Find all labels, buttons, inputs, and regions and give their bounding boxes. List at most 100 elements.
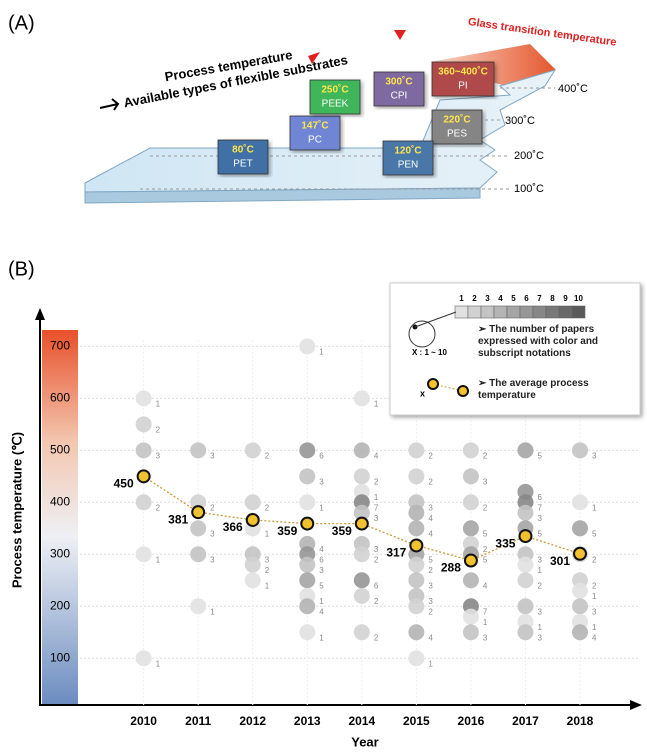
card-name: PC [308, 135, 322, 146]
count-dot [517, 624, 533, 640]
count-dot [245, 442, 261, 458]
average-label: 366 [223, 520, 243, 534]
scale-label: 2 [472, 294, 477, 303]
panel-label: (A) [8, 12, 35, 34]
x-axis-title: Year [351, 734, 378, 749]
count-label: 2 [374, 477, 379, 486]
count-label: 3 [265, 555, 270, 564]
count-label: 6 [374, 581, 379, 590]
average-label: 288 [441, 561, 461, 575]
count-dot [408, 505, 424, 521]
average-marker [192, 506, 204, 518]
count-dot [190, 442, 206, 458]
count-label: 2 [592, 555, 597, 564]
count-label: 2 [156, 425, 161, 434]
count-label: 1 [319, 503, 324, 512]
count-dot [408, 557, 424, 573]
x-tick-label: 2012 [239, 714, 266, 728]
scale-cell [468, 306, 481, 318]
count-label: 1 [210, 607, 215, 616]
count-dot [299, 494, 315, 510]
marker-note: x [420, 388, 425, 398]
count-label: 3 [483, 477, 488, 486]
count-label: 5 [319, 581, 324, 590]
count-label: 2 [483, 451, 488, 460]
average-label: 450 [114, 476, 134, 490]
count-label: 2 [374, 597, 379, 606]
count-label: 1 [156, 555, 161, 564]
count-label: 5 [428, 555, 433, 564]
count-label: 3 [592, 451, 597, 460]
color-bar [42, 330, 78, 705]
count-label: 3 [537, 607, 542, 616]
count-label: 2 [210, 503, 215, 512]
count-label: 5 [483, 555, 488, 564]
count-dot [463, 442, 479, 458]
count-text-box: ➢ The number of papers expressed with co… [478, 324, 636, 364]
card-temp: 220˚C [443, 114, 470, 126]
legend-marker [428, 379, 438, 389]
count-dot [354, 390, 370, 406]
x-tick-label: 2013 [294, 714, 321, 728]
card-temp: 250˚C [321, 84, 348, 96]
count-label: 3 [428, 581, 433, 590]
count-label: 1 [265, 581, 270, 590]
count-label: 2 [428, 566, 433, 575]
count-label: 2 [265, 503, 270, 512]
count-dot [299, 572, 315, 588]
card-temp: 300˚C [385, 76, 412, 88]
count-label: 1 [265, 529, 270, 538]
card-temp: 80˚C [232, 144, 254, 156]
count-dot [245, 572, 261, 588]
card-temp: 120˚C [394, 145, 421, 157]
count-dot [572, 598, 588, 614]
scale-label: 6 [524, 294, 529, 303]
average-marker [301, 518, 313, 530]
count-dot [408, 572, 424, 588]
scale-label: 9 [563, 294, 568, 303]
average-label: 359 [277, 524, 297, 538]
count-label: 1 [537, 566, 542, 575]
count-dot [572, 494, 588, 510]
count-label: 3 [319, 477, 324, 486]
count-label: 1 [319, 597, 324, 606]
count-dot [299, 624, 315, 640]
scale-label: 7 [537, 294, 542, 303]
count-text: ➢ The number of papers expressed with co… [478, 324, 636, 360]
average-marker [574, 548, 586, 560]
count-label: 6 [319, 451, 324, 460]
count-label: 1 [156, 399, 161, 408]
count-dot [572, 624, 588, 640]
count-label: 1 [156, 659, 161, 668]
count-label: 2 [428, 477, 433, 486]
y-axis-title: Process temperature (℃) [9, 432, 24, 588]
scale-cell [481, 306, 494, 318]
scale-cell [520, 306, 533, 318]
average-marker [519, 530, 531, 542]
count-label: 5 [537, 529, 542, 538]
count-dot [190, 546, 206, 562]
count-label: 4 [428, 514, 433, 523]
count-dot [572, 583, 588, 599]
count-dot [354, 442, 370, 458]
arrow [100, 99, 118, 110]
scale-label: 1 [459, 294, 464, 303]
legend-entry: ➢ The average process temperature [478, 378, 628, 402]
glass-transition-label: Glass transition temperature [467, 16, 617, 49]
count-label: 2 [483, 503, 488, 512]
average-label: 317 [386, 546, 406, 560]
count-label: 3 [374, 545, 379, 554]
count-label: 3 [537, 555, 542, 564]
count-dot [408, 598, 424, 614]
count-label: 4 [428, 633, 433, 642]
legend-entry-box: ➢ The average process temperature [478, 378, 628, 408]
count-dot [517, 557, 533, 573]
count-dot [517, 442, 533, 458]
card-name: CPI [391, 91, 408, 102]
count-label: 2 [265, 566, 270, 575]
count-label: 3 [537, 633, 542, 642]
level-label: 200˚C [514, 150, 544, 162]
average-label: 381 [168, 512, 188, 526]
panel-label: (B) [8, 258, 35, 280]
count-dot [517, 598, 533, 614]
